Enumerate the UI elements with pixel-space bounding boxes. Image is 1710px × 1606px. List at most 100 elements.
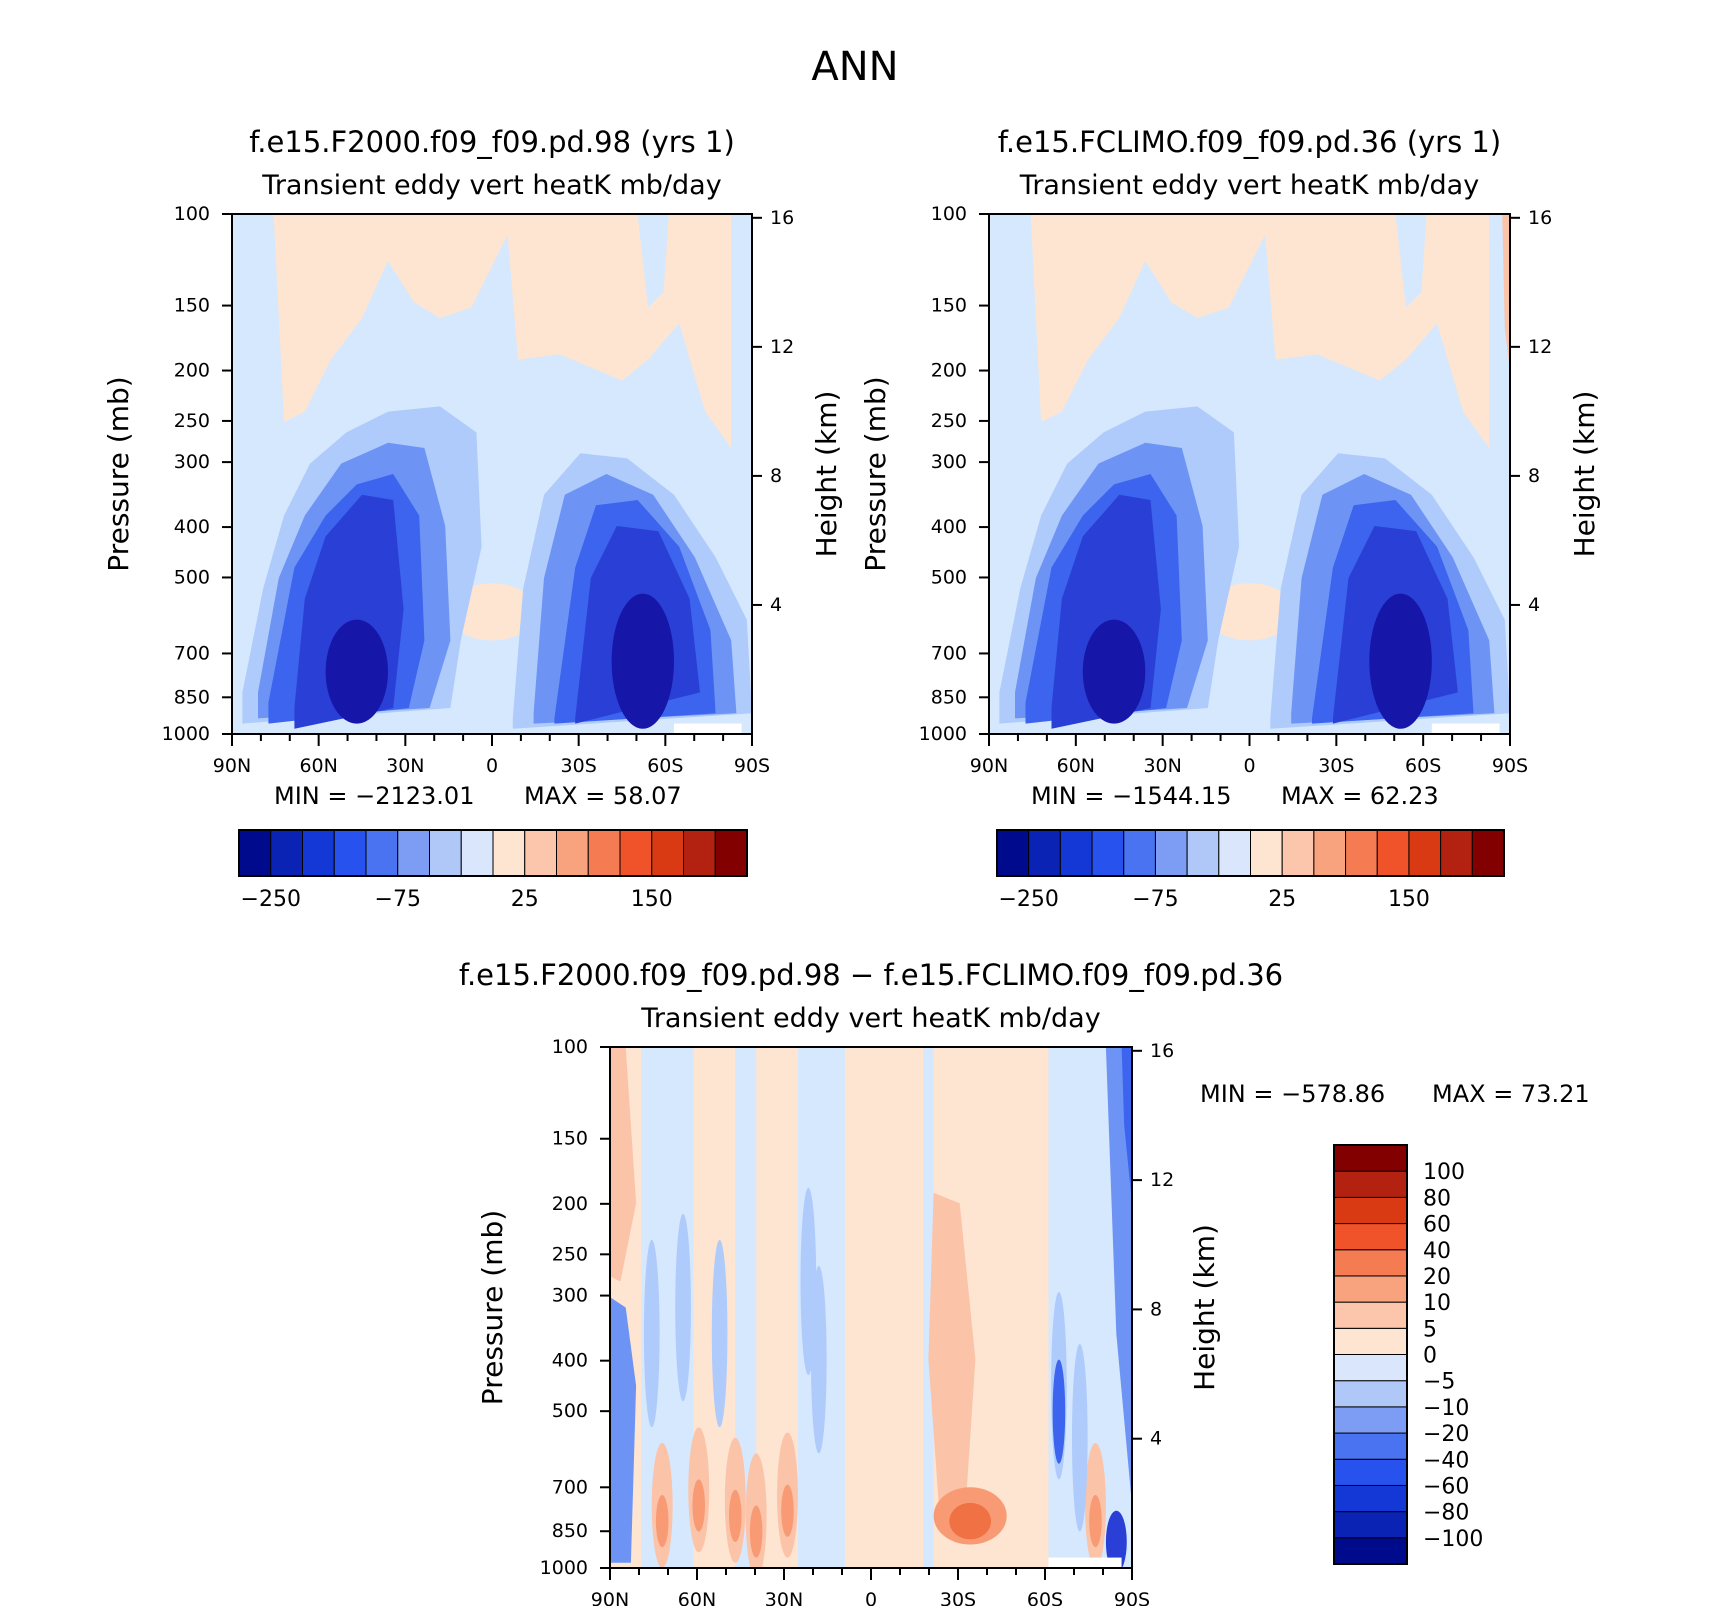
colorbar-label: −250 <box>241 887 301 912</box>
colorbar-box <box>1333 1406 1408 1434</box>
y-tick-label: 400 <box>931 516 967 538</box>
fill-neg3-sh-edge <box>1121 1047 1132 1204</box>
colorbar-box <box>1333 1196 1408 1225</box>
x-tick-label: 60S <box>647 755 683 777</box>
fill-neg1-streak <box>643 1239 660 1428</box>
y-tick-label: 1000 <box>162 723 210 745</box>
y-right-axis-label: Height (km) <box>810 391 843 558</box>
y-tick-label: 150 <box>931 295 967 317</box>
colorbar-box <box>1333 1301 1408 1329</box>
colorbar-box <box>1186 829 1220 877</box>
colorbar-box <box>365 829 399 877</box>
colorbar-label: −5 <box>1423 1370 1455 1395</box>
y-right-tick-label: 16 <box>1528 207 1552 229</box>
colorbar-box <box>1333 1223 1408 1251</box>
panel-subtitle: Transient eddy vert heatK mb/day <box>1019 170 1479 201</box>
fill-missing <box>1048 1557 1122 1568</box>
fill-pos2-streak <box>1089 1495 1102 1548</box>
fill-neg1-streak <box>675 1213 691 1402</box>
panel-difference: f.e15.F2000.f09_f09.pd.98 − f.e15.FCLIMO… <box>459 958 1590 1606</box>
colorbar-box <box>651 829 684 877</box>
fill-neg5-nh <box>325 619 388 724</box>
y-right-tick-label: 8 <box>1150 1298 1162 1320</box>
fill-pos2-streak <box>692 1479 706 1532</box>
x-tick-label: 90S <box>1114 1589 1150 1606</box>
x-tick-label: 90S <box>734 755 770 777</box>
y-axis-label: Pressure (mb) <box>476 1210 509 1405</box>
y-tick-label: 700 <box>174 642 210 664</box>
min-label: MIN = −2123.01 <box>274 782 474 810</box>
y-tick-label: 850 <box>174 686 210 708</box>
contour-fill <box>610 1047 1132 1568</box>
x-tick-label: 60N <box>1057 755 1095 777</box>
fill-pos1-30s <box>928 1192 976 1516</box>
colorbar-box <box>238 829 272 877</box>
colorbar-label: −75 <box>1132 887 1178 912</box>
max-label: MAX = 73.21 <box>1432 1080 1590 1108</box>
colorbar-box <box>1250 829 1283 877</box>
colorbar-box <box>1408 829 1442 877</box>
fill-missing <box>1431 723 1500 734</box>
colorbar-box <box>1333 1249 1408 1277</box>
fill-pos3-30s <box>949 1502 992 1540</box>
colorbar-frame <box>996 829 1505 877</box>
colorbar-box <box>1440 829 1473 877</box>
y-tick-label: 250 <box>174 410 210 432</box>
colorbar-box <box>1333 1537 1408 1565</box>
colorbar-label: 10 <box>1423 1291 1451 1316</box>
x-tick-label: 90N <box>213 755 251 777</box>
colorbar-label: 25 <box>511 887 539 912</box>
y-tick-label: 150 <box>174 295 210 317</box>
y-tick-label: 400 <box>552 1350 588 1372</box>
y-tick-label: 100 <box>931 203 967 225</box>
y-tick-label: 700 <box>931 642 967 664</box>
colorbar-box <box>1333 1275 1408 1303</box>
colorbar-box <box>1333 1484 1408 1513</box>
y-tick-label: 200 <box>552 1193 588 1215</box>
fill-pos2-streak <box>781 1484 794 1537</box>
contour-fill <box>989 214 1510 734</box>
x-tick-label: 30S <box>561 755 597 777</box>
colorbar-box <box>1345 829 1378 877</box>
y-tick-label: 1000 <box>919 723 967 745</box>
y-tick-label: 850 <box>552 1520 588 1542</box>
colorbar-box <box>397 829 430 877</box>
colorbar-box <box>492 829 526 877</box>
colorbar-label: 25 <box>1268 887 1296 912</box>
fill-positive-upper <box>273 214 732 448</box>
colorbar-box <box>1376 829 1410 877</box>
panel-title: f.e15.F2000.f09_f09.pd.98 (yrs 1) <box>249 125 735 159</box>
y-tick-label: 100 <box>552 1036 588 1058</box>
fill-neg4-sh <box>1105 1510 1127 1568</box>
fill-neg2-sh-edge <box>1105 1047 1132 1506</box>
panel-title: f.e15.FCLIMO.f09_f09.pd.36 (yrs 1) <box>998 125 1501 159</box>
colorbar-box <box>1333 1354 1408 1382</box>
min-label: MIN = −578.86 <box>1200 1080 1385 1108</box>
fill-neg1-streak <box>810 1265 827 1454</box>
colorbar-box <box>1333 1458 1408 1486</box>
x-tick-label: 0 <box>865 1589 877 1606</box>
y-tick-label: 400 <box>174 516 210 538</box>
x-tick-label: 30N <box>765 1589 803 1606</box>
colorbar-label: 40 <box>1423 1239 1451 1264</box>
y-right-tick-label: 12 <box>1150 1169 1174 1191</box>
min-label: MIN = −1544.15 <box>1031 782 1231 810</box>
x-tick-label: 90N <box>970 755 1008 777</box>
colorbar-box <box>1333 1327 1408 1355</box>
y-right-tick-label: 16 <box>770 207 794 229</box>
fill-pos2-streak <box>729 1489 742 1542</box>
colorbar-label: −75 <box>375 887 421 912</box>
x-tick-label: 30N <box>386 755 424 777</box>
fill-neg5-nh <box>1082 619 1146 724</box>
colorbar-label: −100 <box>1423 1527 1483 1552</box>
panel-subtitle: Transient eddy vert heatK mb/day <box>640 1003 1100 1034</box>
x-tick-label: 30N <box>1143 755 1181 777</box>
y-right-tick-label: 8 <box>770 465 782 487</box>
x-tick-label: 90S <box>1492 755 1528 777</box>
fill-neg2-nh-edge <box>610 1297 637 1563</box>
x-tick-label: 30S <box>940 1589 976 1606</box>
y-tick-label: 150 <box>552 1128 588 1150</box>
colorbar-label: −60 <box>1423 1474 1469 1499</box>
y-tick-label: 200 <box>174 360 210 382</box>
colorbar-label: −10 <box>1423 1396 1469 1421</box>
